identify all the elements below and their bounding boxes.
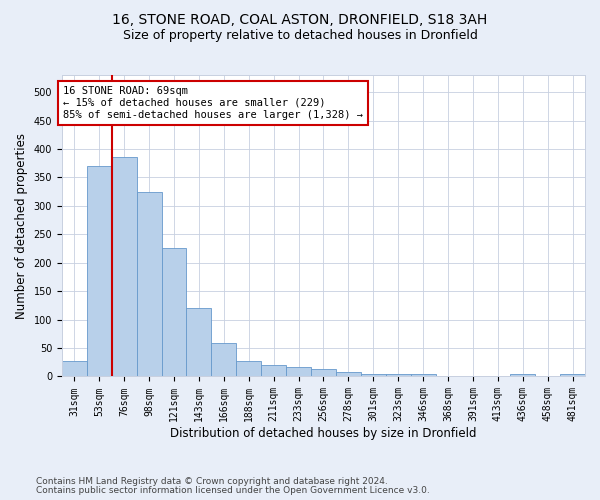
Bar: [386, 374, 410, 376]
Bar: [187, 308, 211, 376]
Bar: [510, 374, 535, 376]
Bar: [311, 369, 336, 376]
Text: 16, STONE ROAD, COAL ASTON, DRONFIELD, S18 3AH: 16, STONE ROAD, COAL ASTON, DRONFIELD, S…: [112, 12, 488, 26]
Bar: [161, 248, 187, 376]
Text: Contains public sector information licensed under the Open Government Licence v3: Contains public sector information licen…: [36, 486, 430, 495]
X-axis label: Distribution of detached houses by size in Dronfield: Distribution of detached houses by size …: [170, 427, 477, 440]
Bar: [286, 367, 311, 376]
Bar: [336, 372, 361, 376]
Text: 16 STONE ROAD: 69sqm
← 15% of detached houses are smaller (229)
85% of semi-deta: 16 STONE ROAD: 69sqm ← 15% of detached h…: [63, 86, 363, 120]
Bar: [137, 192, 161, 376]
Bar: [62, 361, 87, 376]
Bar: [560, 374, 585, 376]
Bar: [112, 158, 137, 376]
Bar: [261, 365, 286, 376]
Bar: [211, 344, 236, 376]
Bar: [87, 166, 112, 376]
Bar: [236, 361, 261, 376]
Text: Contains HM Land Registry data © Crown copyright and database right 2024.: Contains HM Land Registry data © Crown c…: [36, 477, 388, 486]
Text: Size of property relative to detached houses in Dronfield: Size of property relative to detached ho…: [122, 29, 478, 42]
Y-axis label: Number of detached properties: Number of detached properties: [15, 132, 28, 318]
Bar: [361, 374, 386, 376]
Bar: [410, 374, 436, 376]
